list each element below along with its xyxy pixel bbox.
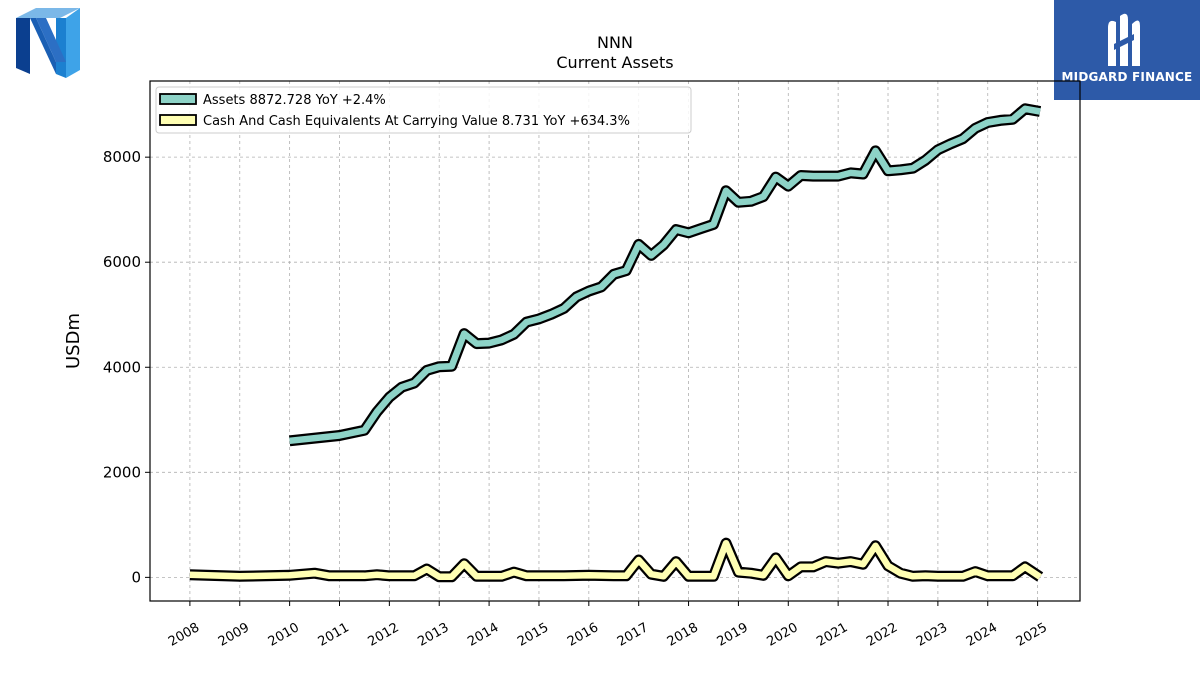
plot-frame xyxy=(149,80,1081,602)
x-tick-label: 2009 xyxy=(216,620,252,650)
x-tick-label: 2025 xyxy=(1014,620,1050,650)
brand-logo: MIDGARD FINANCE xyxy=(1054,0,1200,100)
series-layer xyxy=(189,103,1044,583)
series-1 xyxy=(289,103,1042,447)
x-tick-label: 2013 xyxy=(415,620,451,650)
x-tick-label: 2015 xyxy=(515,620,551,650)
y-tick-label: 2000 xyxy=(103,463,141,481)
x-axis: 2008 2009 2010 2011 2012 2013 2014 2015 2016 2017… xyxy=(166,601,1050,650)
nnn-logo-icon xyxy=(16,8,80,78)
x-tick-label: 2014 xyxy=(465,620,501,650)
chart-subtitle: Current Assets xyxy=(556,53,673,72)
y-tick-label: 8000 xyxy=(103,148,141,166)
x-tick-label: 2008 xyxy=(166,620,202,650)
series-line xyxy=(289,105,1041,445)
legend-swatch xyxy=(159,93,197,105)
legend-label: Cash And Cash Equivalents At Carrying Va… xyxy=(203,114,630,129)
x-tick-label: 2024 xyxy=(964,620,1000,650)
x-tick-label: 2021 xyxy=(814,620,850,650)
x-tick-label: 2011 xyxy=(316,620,352,650)
grid xyxy=(150,81,1080,601)
x-tick-label: 2023 xyxy=(914,620,950,650)
legend-box xyxy=(155,86,692,134)
chart-title: NNN xyxy=(597,33,633,52)
y-tick-label: 4000 xyxy=(103,358,141,376)
x-tick-label: 2017 xyxy=(615,620,651,650)
x-tick-label: 2018 xyxy=(665,620,701,650)
y-tick-label: 6000 xyxy=(103,253,141,271)
x-tick-label: 2012 xyxy=(366,620,402,650)
legend-label: Assets 8872.728 YoY +2.4% xyxy=(203,93,386,108)
brand-name: MIDGARD FINANCE xyxy=(1061,70,1193,84)
x-tick-label: 2010 xyxy=(266,620,302,650)
x-tick-label: 2019 xyxy=(715,620,751,650)
y-axis: 0 2000 4000 6000 8000 xyxy=(103,148,150,586)
x-tick-label: 2016 xyxy=(565,620,601,650)
x-tick-label: 2020 xyxy=(764,620,800,650)
y-tick-label: 0 xyxy=(131,568,141,586)
series-line xyxy=(189,539,1042,581)
legend: Assets 8872.728 YoY +2.4% Cash And Cash E… xyxy=(155,86,692,134)
legend-swatch xyxy=(159,114,197,126)
x-tick-label: 2022 xyxy=(864,620,900,650)
midgard-logo-icon xyxy=(1108,13,1140,67)
y-axis-label: USDm xyxy=(63,313,84,369)
series-2 xyxy=(189,537,1044,583)
